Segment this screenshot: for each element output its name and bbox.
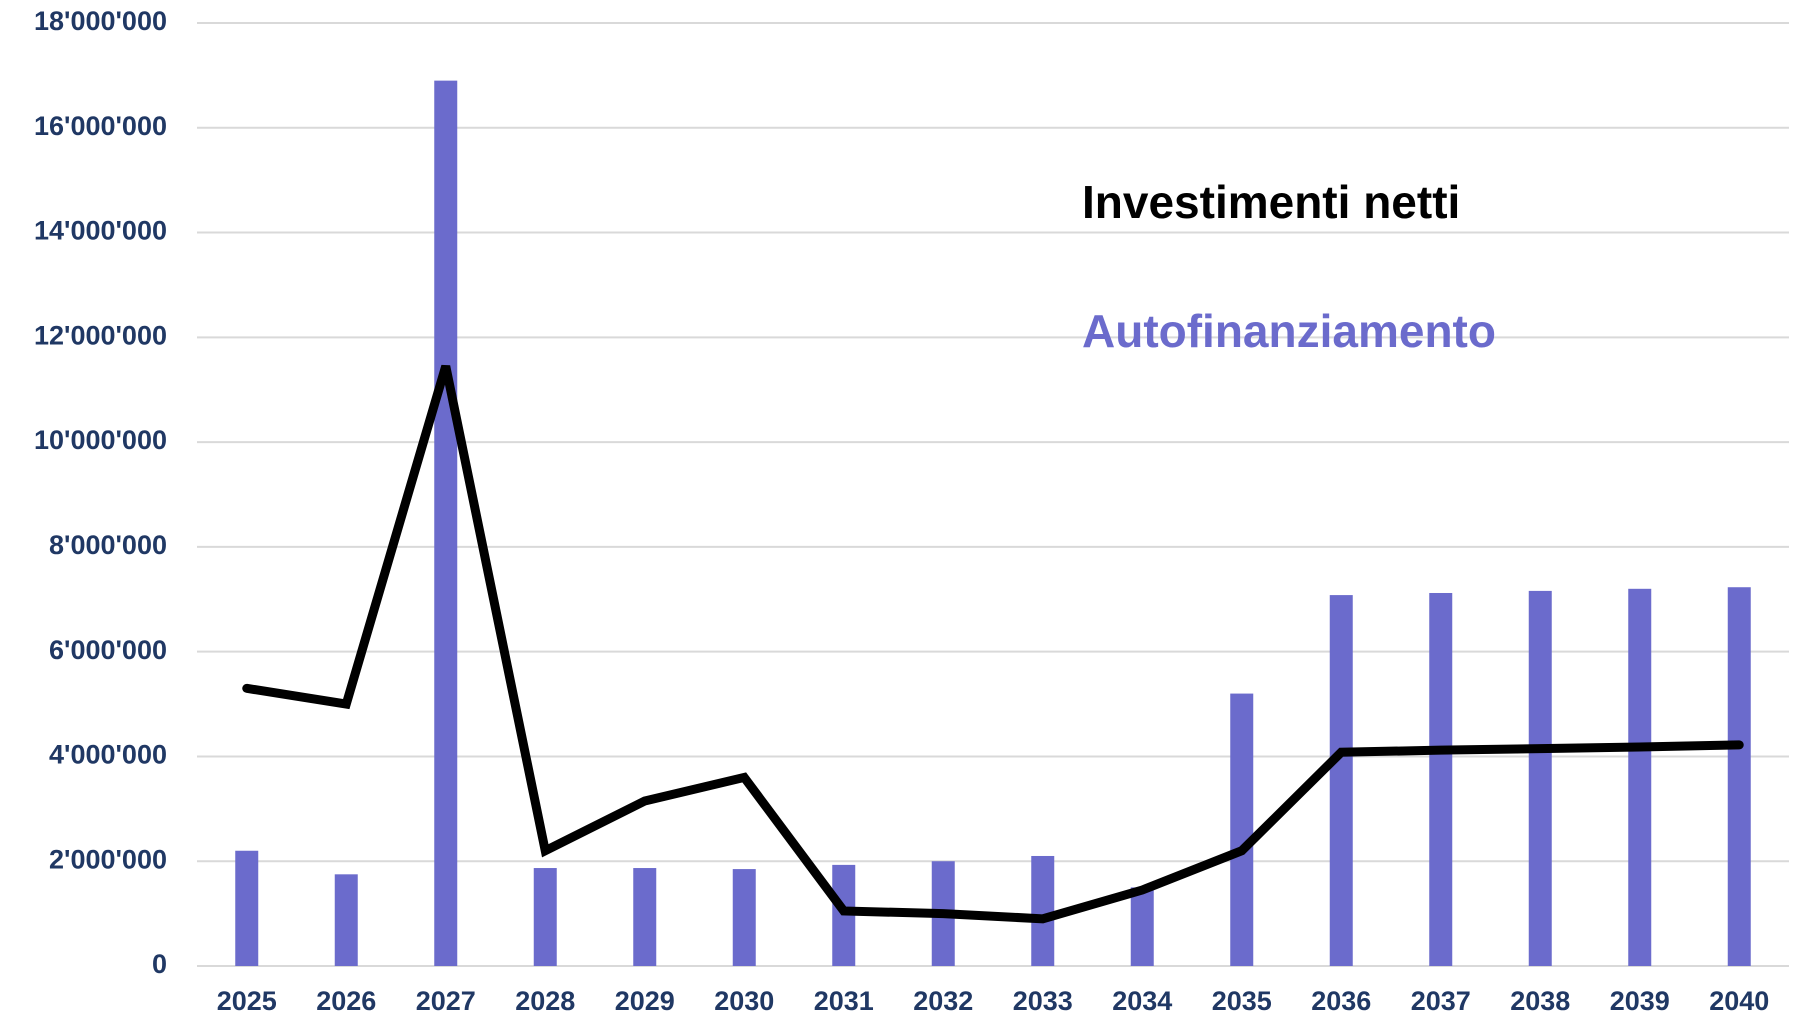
x-tick-label: 2040 [1709, 986, 1769, 1016]
y-tick-label: 8'000'000 [49, 530, 167, 560]
x-tick-label: 2026 [316, 986, 376, 1016]
bar [434, 80, 458, 966]
y-tick-label: 10'000'000 [34, 425, 167, 455]
bar [1727, 587, 1751, 966]
bar [633, 868, 657, 966]
y-tick-label: 6'000'000 [49, 635, 167, 665]
x-tick-label: 2038 [1510, 986, 1570, 1016]
bar [1429, 592, 1453, 966]
x-tick-label: 2034 [1112, 986, 1172, 1016]
x-tick-label: 2029 [615, 986, 675, 1016]
x-tick-label: 2036 [1311, 986, 1371, 1016]
y-tick-label: 4'000'000 [49, 740, 167, 770]
y-tick-label: 18'000'000 [34, 6, 167, 36]
y-tick-label: 0 [152, 949, 167, 979]
legend-label: Autofinanziamento [1082, 305, 1496, 357]
bar [1230, 693, 1254, 966]
x-tick-label: 2031 [814, 986, 874, 1016]
x-tick-label: 2037 [1411, 986, 1471, 1016]
bar [1329, 595, 1353, 966]
line [242, 364, 1744, 924]
bar [533, 868, 557, 966]
x-tick-label: 2033 [1013, 986, 1073, 1016]
y-tick-label: 12'000'000 [34, 320, 167, 350]
y-tick-label: 2'000'000 [49, 844, 167, 874]
bar [1031, 855, 1055, 966]
legend-label: Investimenti netti [1082, 176, 1460, 228]
x-tick-label: 2025 [217, 986, 277, 1016]
bar [732, 869, 756, 966]
bar [1528, 590, 1552, 966]
x-tick-label: 2030 [714, 986, 774, 1016]
bar [334, 874, 358, 966]
x-tick-label: 2039 [1610, 986, 1670, 1016]
bar [235, 850, 259, 966]
bar [1628, 588, 1652, 966]
y-tick-label: 14'000'000 [34, 216, 167, 246]
bar [1130, 887, 1154, 966]
x-tick-label: 2027 [416, 986, 476, 1016]
y-tick-label: 16'000'000 [34, 111, 167, 141]
x-tick-label: 2035 [1212, 986, 1272, 1016]
x-tick-label: 2028 [515, 986, 575, 1016]
x-tick-label: 2032 [913, 986, 973, 1016]
